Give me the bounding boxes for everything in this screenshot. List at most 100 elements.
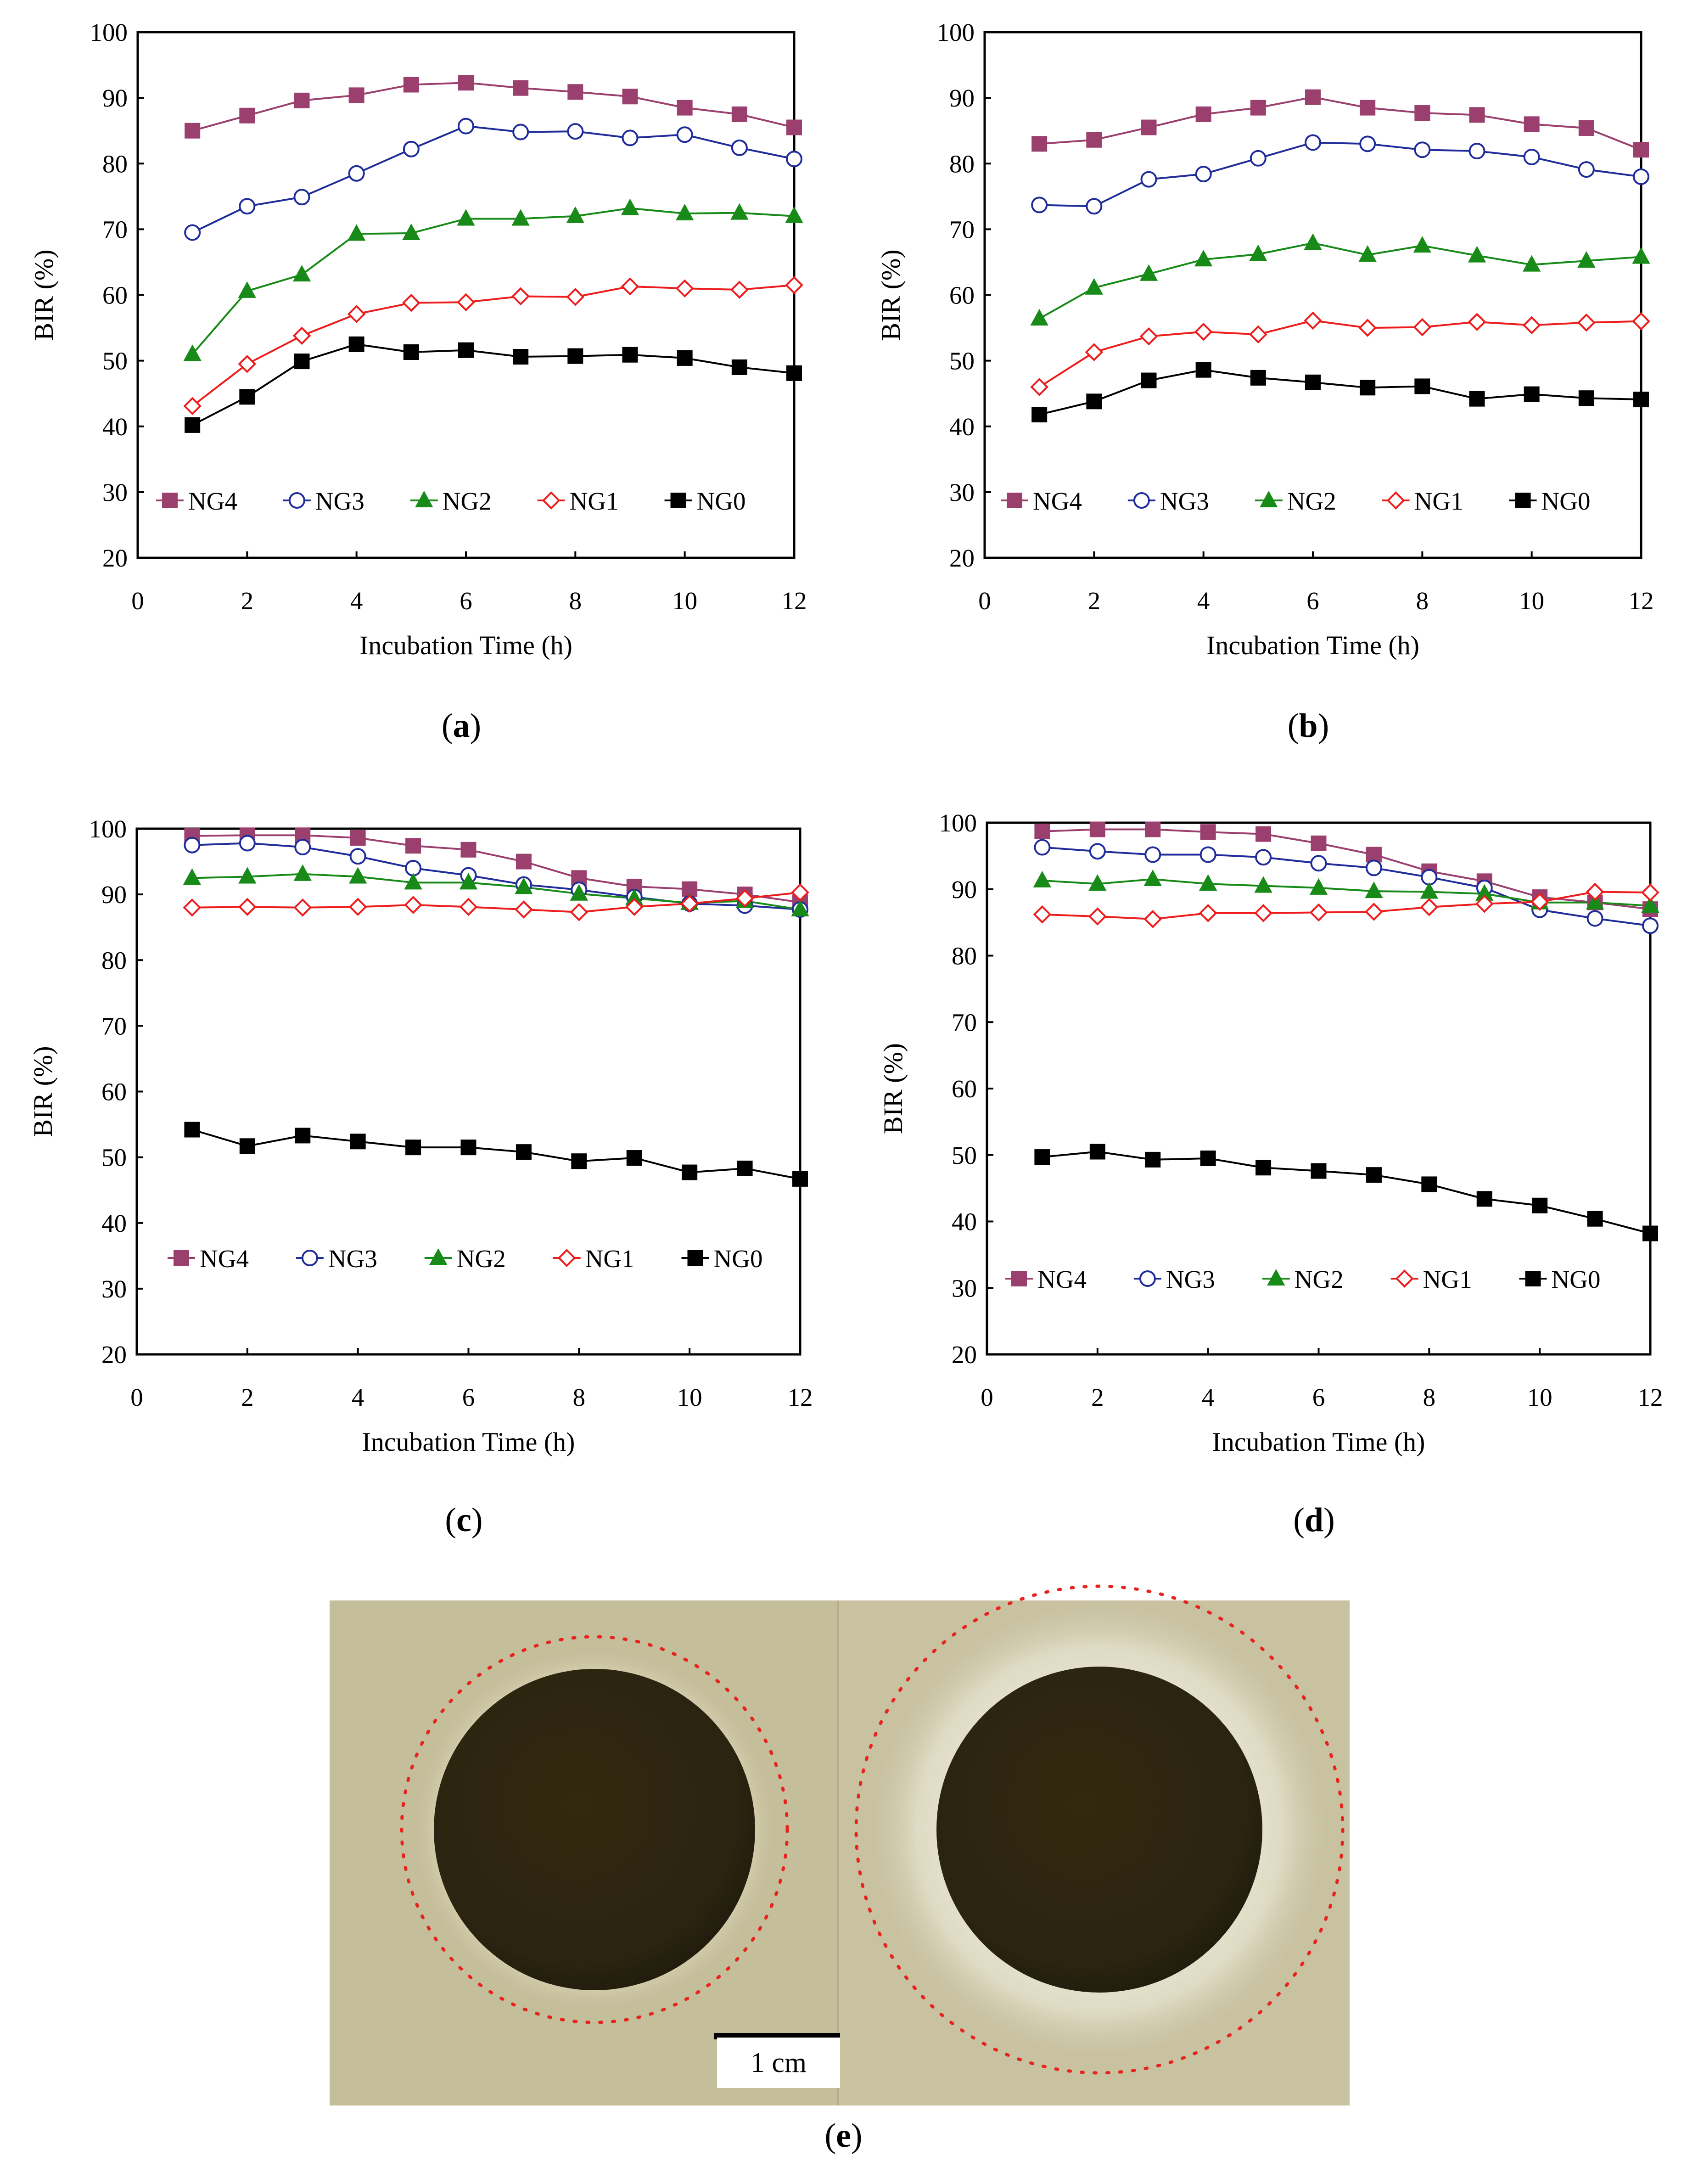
data-point-ng3 — [1031, 197, 1048, 213]
x-axis-label: Incubation Time (h) — [1212, 1427, 1425, 1457]
data-point-ng3 — [1250, 150, 1267, 167]
data-point-ng2 — [1085, 278, 1104, 295]
legend-marker-ng4 — [1011, 1271, 1027, 1286]
data-point-ng4 — [239, 107, 255, 124]
inhibition-zone-photo — [330, 1584, 1350, 2105]
data-point-ng1 — [621, 277, 639, 296]
x-tick-label: 0 — [130, 1383, 143, 1411]
y-tick-label: 90 — [101, 881, 127, 909]
data-point-ng0 — [1141, 372, 1157, 388]
legend-label-ng1: NG1 — [585, 1245, 634, 1273]
data-point-ng1 — [735, 889, 754, 908]
y-tick-label: 40 — [952, 1208, 977, 1236]
data-point-ng3 — [1089, 843, 1106, 860]
data-point-ng0 — [1642, 1225, 1658, 1241]
y-tick-label: 100 — [937, 18, 975, 46]
x-tick-label: 12 — [1629, 587, 1654, 615]
x-tick-label: 8 — [569, 587, 582, 615]
legend-marker-ng1 — [1395, 1269, 1414, 1288]
series-line-ng4 — [1042, 828, 1651, 910]
y-tick-label: 80 — [101, 946, 127, 974]
legend-marker-ng0 — [670, 493, 686, 508]
y-tick-label: 60 — [102, 281, 128, 309]
data-point-ng0 — [1524, 386, 1540, 402]
data-point-ng0 — [682, 1164, 698, 1180]
data-point-ng0 — [786, 365, 802, 381]
y-tick-label: 30 — [949, 478, 975, 506]
legend-label-ng1: NG1 — [570, 487, 619, 515]
scale-bar-label: 1 cm — [717, 2038, 840, 2088]
data-point-ng0 — [1587, 1211, 1603, 1227]
series-line-ng1 — [192, 891, 801, 913]
y-tick-label: 20 — [101, 1341, 127, 1369]
data-point-ng1 — [1641, 883, 1659, 902]
data-point-ng2 — [238, 281, 257, 298]
data-point-ng1 — [1577, 313, 1596, 332]
data-point-ng0 — [571, 1153, 587, 1169]
legend-marker-ng1 — [557, 1249, 576, 1267]
data-point-ng2 — [621, 198, 639, 215]
data-point-ng4 — [1089, 821, 1105, 837]
data-point-ng3 — [1305, 134, 1321, 151]
data-point-ng0 — [1034, 1149, 1050, 1165]
data-point-ng2 — [459, 873, 478, 890]
data-point-ng1 — [1365, 903, 1383, 921]
data-point-ng2 — [1632, 247, 1650, 264]
data-point-ng0 — [622, 347, 638, 363]
data-point-ng3 — [348, 165, 365, 182]
x-tick-label: 6 — [1306, 587, 1319, 615]
y-tick-label: 80 — [952, 942, 977, 970]
data-point-ng4 — [1414, 105, 1430, 121]
data-point-ng4 — [786, 119, 802, 135]
data-point-ng1 — [183, 397, 202, 415]
data-point-ng2 — [402, 223, 420, 240]
data-point-ng3 — [1468, 143, 1485, 160]
data-point-ng3 — [239, 198, 256, 215]
x-tick-label: 12 — [1638, 1383, 1663, 1411]
data-point-ng0 — [737, 1160, 753, 1176]
data-point-ng3 — [1633, 168, 1649, 185]
legend-label-ng0: NG0 — [714, 1245, 763, 1273]
data-point-ng3 — [567, 123, 584, 140]
data-point-ng4 — [1250, 100, 1266, 116]
data-point-ng4 — [731, 106, 747, 122]
data-point-ng1 — [1632, 312, 1650, 331]
series-line-ng4 — [1039, 96, 1642, 151]
data-point-ng1 — [1586, 882, 1604, 901]
data-point-ng4 — [622, 89, 638, 105]
data-point-ng0 — [185, 417, 201, 433]
data-point-ng1 — [1254, 904, 1272, 922]
data-point-ng2 — [730, 203, 749, 220]
y-tick-label: 70 — [952, 1008, 977, 1036]
x-axis-label: Incubation Time (h) — [359, 630, 572, 660]
sample-disc-right — [936, 1667, 1262, 1993]
caption-b: (b) — [1288, 707, 1329, 745]
y-tick-label: 100 — [939, 809, 977, 837]
data-point-ng1 — [570, 903, 588, 921]
series-line-ng3 — [192, 842, 801, 911]
chart-panel-c: 20 30 40 50 60 70 80 90 100 0 2 4 6 8 10 12 Incubation T… — [28, 815, 813, 1539]
y-tick-label: 90 — [952, 876, 977, 904]
data-point-ng4 — [1360, 100, 1376, 116]
data-point-ng2 — [1358, 245, 1377, 262]
data-point-ng1 — [1420, 898, 1439, 916]
legend-label-ng1: NG1 — [1423, 1265, 1472, 1293]
data-point-ng4 — [567, 84, 583, 100]
inhibition-ring-right — [854, 1584, 1345, 2075]
data-point-ng1 — [183, 898, 202, 917]
data-point-ng0 — [567, 348, 583, 364]
data-point-ng2 — [1249, 244, 1267, 261]
data-point-ng0 — [1305, 374, 1321, 390]
data-point-ng0 — [295, 1128, 311, 1144]
data-point-ng2 — [1413, 236, 1432, 253]
data-point-ng0 — [294, 354, 310, 370]
legend-label-ng2: NG2 — [1295, 1265, 1344, 1293]
legend-label-ng1: NG1 — [1414, 487, 1463, 515]
data-point-ng4 — [1034, 823, 1050, 839]
x-axis-label: Incubation Time (h) — [362, 1427, 575, 1457]
caption-letter: a — [453, 707, 470, 745]
legend-label-ng2: NG2 — [1287, 487, 1336, 515]
data-point-ng2 — [1365, 881, 1383, 898]
data-point-ng0 — [792, 1171, 808, 1187]
x-tick-label: 12 — [782, 587, 807, 615]
